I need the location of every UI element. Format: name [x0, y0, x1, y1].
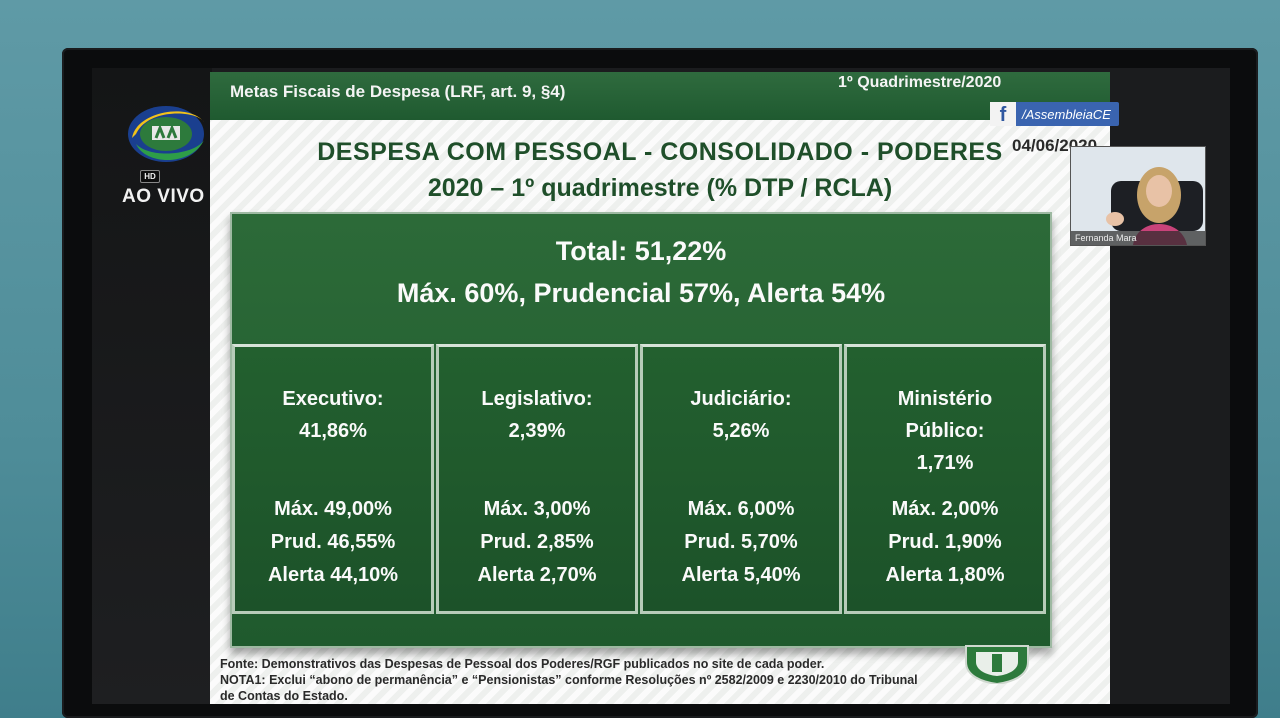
- slide-title-line1: DESPESA COM PESSOAL - CONSOLIDADO - PODE…: [317, 138, 1003, 166]
- card-value: 41,86%: [299, 420, 367, 442]
- power-cards: Executivo: 41,86% Máx. 49,00% Prud. 46,5…: [232, 344, 1050, 614]
- card-prud: Prud. 2,85%: [480, 531, 594, 553]
- card-alerta: Alerta 2,70%: [477, 564, 597, 586]
- source-line1: Fonte: Demonstrativos das Despesas de Pe…: [220, 657, 825, 671]
- source-line3: de Contas do Estado.: [220, 689, 348, 703]
- slide-header: Metas Fiscais de Despesa (LRF, art. 9, §…: [210, 72, 1110, 120]
- card-alerta: Alerta 1,80%: [885, 564, 1005, 586]
- video-screen: HD AO VIVO Metas Fiscais de Despesa (LRF…: [92, 68, 1230, 704]
- card-max: Máx. 3,00%: [483, 498, 591, 520]
- card-max: Máx. 2,00%: [891, 498, 999, 520]
- card-alerta: Alerta 44,10%: [267, 564, 399, 586]
- card-legislativo: Legislativo: 2,39% Máx. 3,00% Prud. 2,85…: [436, 344, 638, 614]
- facebook-icon: f: [990, 102, 1016, 126]
- source-note: Fonte: Demonstrativos das Despesas de Pe…: [220, 656, 918, 704]
- card-value: 1,71%: [916, 452, 974, 474]
- slide-title-line2: 2020 – 1º quadrimestre (% DTP / RCLA): [427, 174, 893, 202]
- card-judiciario: Judiciário: 5,26% Máx. 6,00% Prud. 5,70%…: [640, 344, 842, 614]
- card-executivo: Executivo: 41,86% Máx. 49,00% Prud. 46,5…: [232, 344, 434, 614]
- channel-sidebar: HD AO VIVO: [92, 68, 212, 704]
- card-name: Judiciário:: [690, 388, 792, 410]
- card-max: Máx. 6,00%: [687, 498, 795, 520]
- card-prud: Prud. 1,90%: [888, 531, 1002, 553]
- hd-badge: HD: [140, 170, 160, 183]
- card-name: Executivo:: [282, 388, 384, 410]
- emblem-icon: [965, 645, 1029, 684]
- card-name: Ministério Público:: [897, 388, 993, 442]
- facebook-handle: /AssembleiaCE: [1022, 106, 1111, 122]
- speaker-name: Fernanda Mara: [1071, 231, 1205, 245]
- source-line2: NOTA1: Exclui “abono de permanência” e “…: [220, 673, 918, 687]
- summary-panel: Total: 51,22% Máx. 60%, Prudencial 57%, …: [230, 212, 1052, 648]
- tv-logo-icon: [128, 106, 204, 162]
- total-value: Total: 51,22%: [555, 236, 727, 266]
- card-prud: Prud. 5,70%: [684, 531, 798, 553]
- speaker-video: [1071, 147, 1205, 245]
- live-label: AO VIVO: [122, 186, 205, 207]
- card-alerta: Alerta 5,40%: [681, 564, 801, 586]
- facebook-badge: f /AssembleiaCE: [990, 102, 1119, 126]
- slide-header-left: Metas Fiscais de Despesa (LRF, art. 9, §…: [230, 82, 566, 101]
- card-value: 2,39%: [508, 420, 566, 442]
- card-ministerio-publico: Ministério Público: 1,71% Máx. 2,00% Pru…: [844, 344, 1046, 614]
- presentation-slide: Metas Fiscais de Despesa (LRF, art. 9, §…: [210, 72, 1119, 704]
- card-max: Máx. 49,00%: [274, 498, 392, 520]
- card-name: Legislativo:: [481, 388, 593, 410]
- total-limits: Máx. 60%, Prudencial 57%, Alerta 54%: [396, 278, 886, 308]
- speaker-webcam: Fernanda Mara: [1070, 146, 1206, 246]
- card-value: 5,26%: [712, 420, 770, 442]
- slide-header-right: 1º Quadrimestre/2020: [838, 74, 1002, 91]
- card-prud: Prud. 46,55%: [270, 531, 396, 553]
